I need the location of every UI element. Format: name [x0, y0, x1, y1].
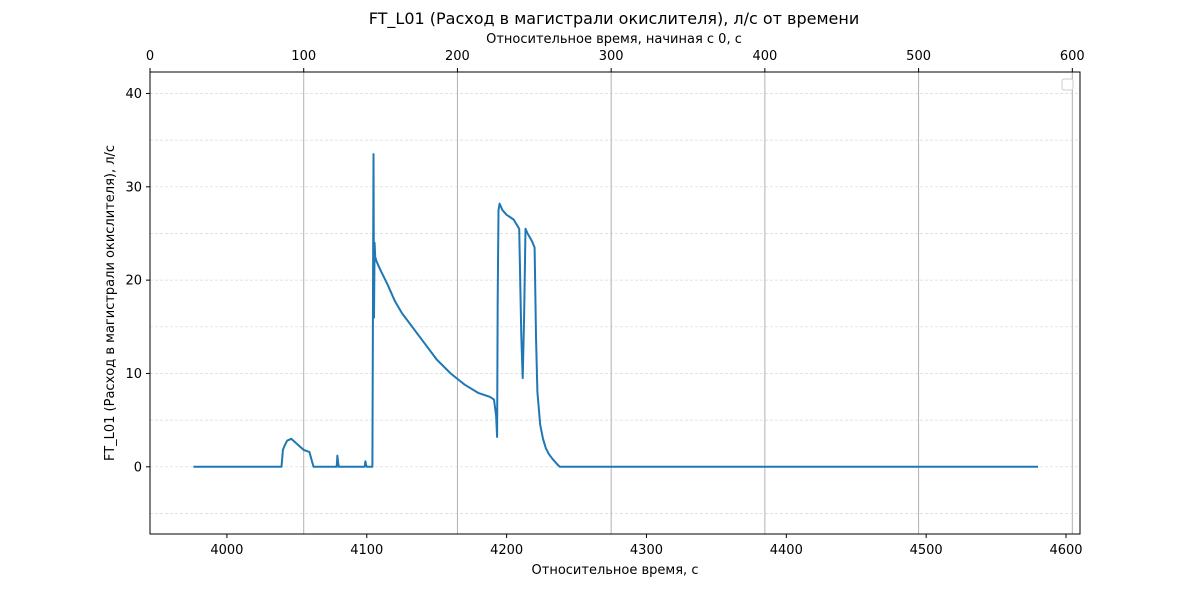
x-tick-label: 4400: [770, 543, 803, 558]
x-tick-label: 4000: [210, 543, 243, 558]
series-line: [193, 153, 1038, 468]
top-x-tick-label: 0: [146, 49, 154, 64]
y-tick-label: 10: [125, 367, 142, 382]
x-tick-label: 4500: [910, 543, 943, 558]
y-tick-label: 20: [125, 274, 142, 289]
y-tick-label: 0: [134, 460, 142, 475]
chart-title: FT_L01 (Расход в магистрали окислителя),…: [369, 9, 860, 29]
y-axis-label: FT_L01 (Расход в магистрали окислителя),…: [103, 145, 118, 461]
top-x-tick-label: 100: [291, 49, 316, 64]
y-tick-label: 40: [125, 87, 142, 102]
x-tick-label: 4600: [1049, 543, 1082, 558]
series-layer: [193, 153, 1038, 468]
x-tick-label: 4300: [630, 543, 663, 558]
top-x-tick-label: 500: [906, 49, 931, 64]
y-tick-label: 30: [125, 180, 142, 195]
top-x-axis-label: Относительное время, начиная с 0, с: [486, 32, 742, 47]
plot-frame: [149, 71, 1081, 535]
top-x-tick-label: 300: [599, 49, 624, 64]
legend-box: [1061, 78, 1074, 91]
x-tick-label: 4100: [350, 543, 383, 558]
x-axis-label: Относительное время, с: [532, 563, 699, 578]
x-tick-label: 4200: [490, 543, 523, 558]
top-x-tick-label: 600: [1060, 49, 1085, 64]
top-x-tick-label: 400: [752, 49, 777, 64]
top-x-tick-label: 200: [445, 49, 470, 64]
